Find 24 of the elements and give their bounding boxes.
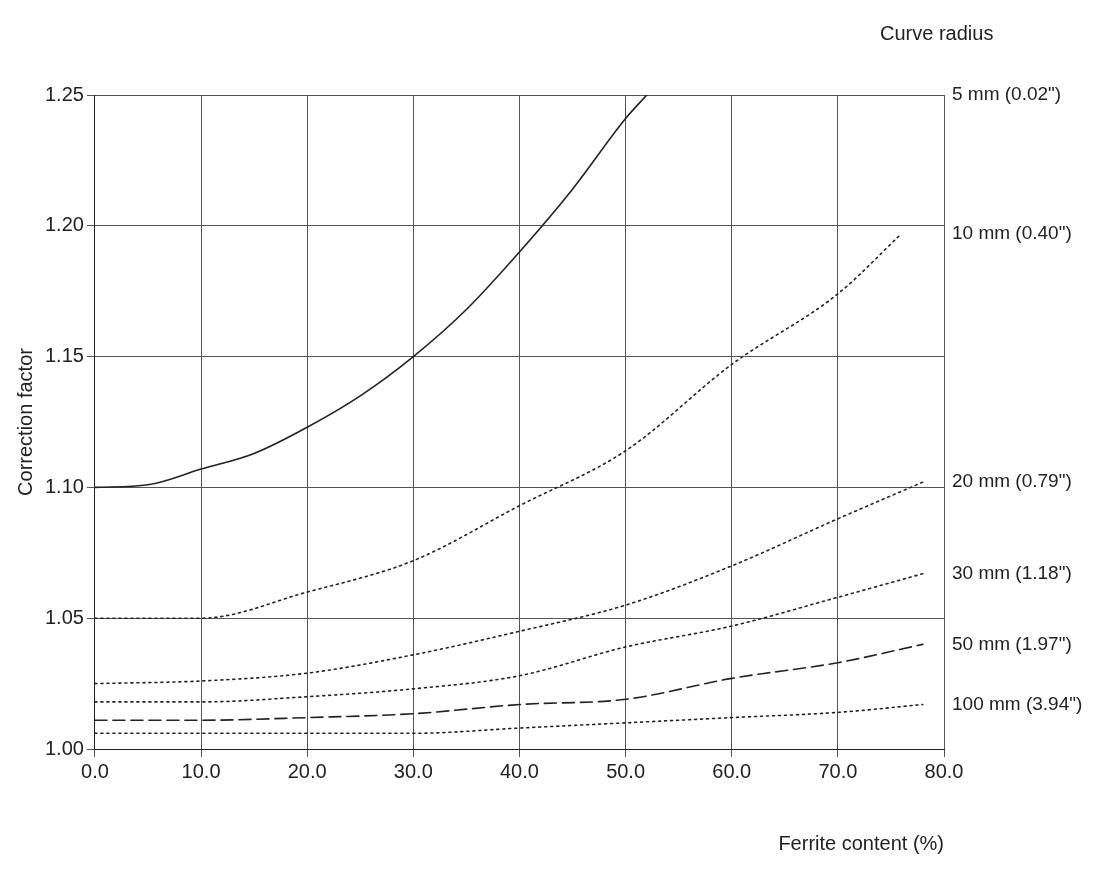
legend-title: Curve radius [880, 22, 994, 45]
x-tick-label: 50.0 [606, 759, 646, 782]
x-tick-label: 60.0 [712, 759, 752, 782]
series-label: 50 mm (1.97") [952, 632, 1072, 654]
x-tick-label: 80.0 [924, 759, 964, 782]
x-tick-label: 40.0 [499, 759, 539, 782]
series-label: 30 mm (1.18") [952, 561, 1072, 583]
x-axis-title: Ferrite content (%) [778, 831, 944, 854]
text: 10 mm (0.40") [952, 221, 1072, 243]
y-tick-label: 1.00 [44, 736, 84, 759]
series-label: 100 mm (3.94") [952, 692, 1083, 714]
y-tick-label: 1.25 [44, 82, 84, 105]
x-tick-label: 20.0 [287, 759, 327, 782]
text: 5 mm (0.02") [952, 83, 1062, 105]
y-tick-label: 1.10 [44, 474, 84, 497]
x-tick-label: 30.0 [393, 759, 433, 782]
y-tick-label: 1.15 [44, 344, 84, 367]
y-axis-title: Correction factor [13, 347, 36, 496]
y-tick-label: 1.20 [44, 213, 84, 236]
series-label: 20 mm (0.79") [952, 470, 1072, 492]
x-tick-label: 10.0 [181, 759, 221, 782]
x-tick-label: 0.0 [81, 759, 109, 782]
y-tick-label: 1.05 [44, 605, 84, 628]
x-tick-label: 70.0 [818, 759, 858, 782]
